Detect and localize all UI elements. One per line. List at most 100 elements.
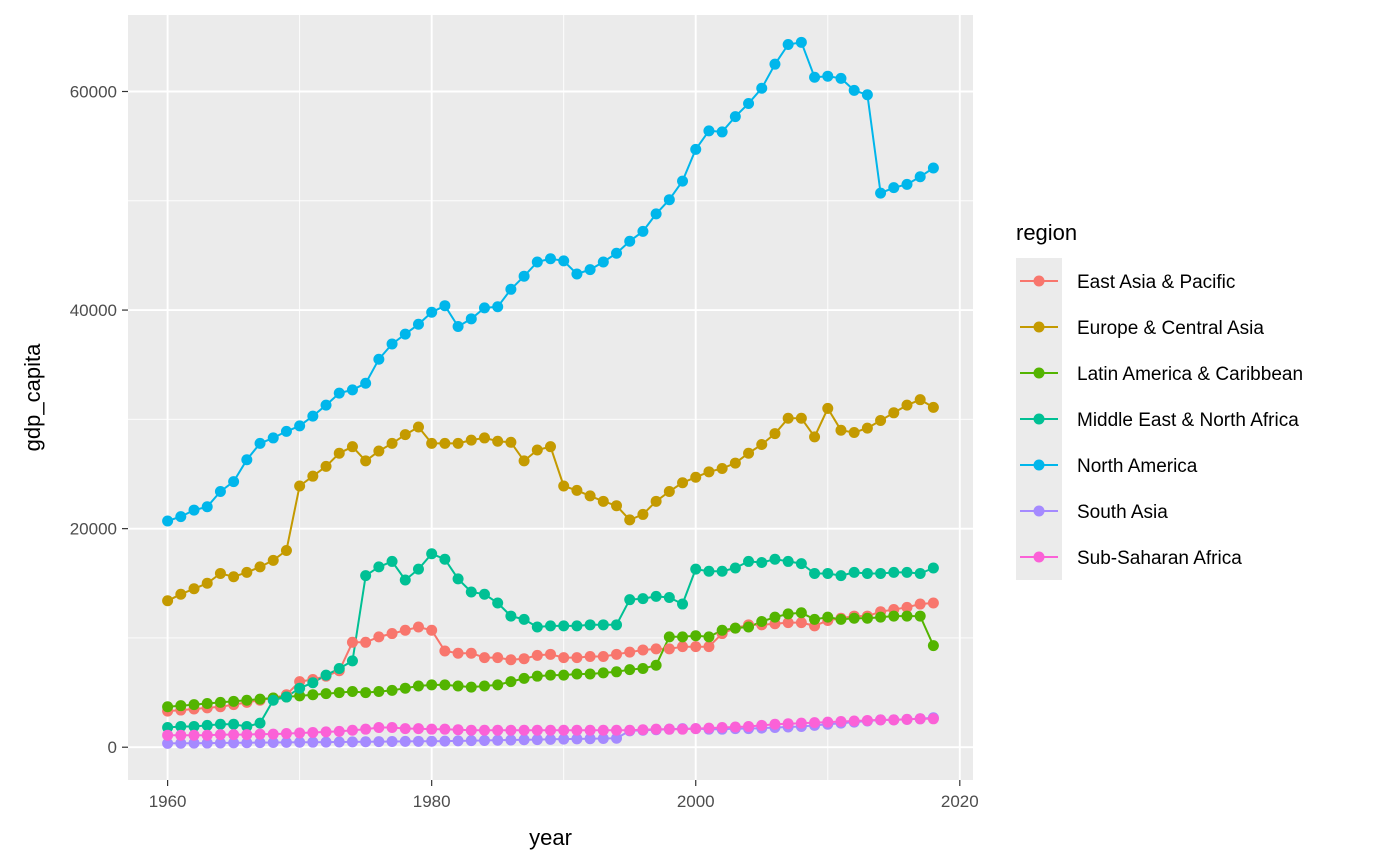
data-point: [188, 737, 200, 749]
data-point: [346, 384, 358, 396]
data-point: [465, 434, 477, 446]
data-point: [888, 566, 900, 578]
data-point: [848, 612, 860, 624]
data-point: [531, 256, 543, 268]
data-point: [307, 677, 319, 689]
data-point: [478, 432, 490, 444]
data-point: [162, 515, 174, 527]
x-tick-label: 1980: [413, 792, 451, 811]
x-tick-label: 1960: [149, 792, 187, 811]
data-point: [545, 441, 556, 453]
data-point: [611, 724, 623, 736]
data-point: [729, 721, 741, 733]
data-point: [663, 643, 675, 655]
data-point: [254, 717, 266, 729]
data-point: [597, 732, 609, 744]
data-point: [822, 70, 834, 82]
data-point: [452, 724, 464, 736]
data-point: [373, 685, 385, 697]
data-point: [861, 612, 873, 624]
data-point: [254, 437, 266, 449]
data-point: [835, 716, 847, 728]
data-point: [835, 570, 847, 582]
data-point: [756, 557, 768, 569]
data-point: [545, 669, 556, 681]
data-point: [531, 670, 543, 682]
data-point: [162, 701, 174, 713]
data-point: [518, 672, 530, 684]
data-point: [386, 628, 398, 640]
data-point: [465, 681, 477, 693]
data-point: [875, 714, 887, 726]
data-point: [875, 187, 887, 199]
data-point: [386, 736, 398, 748]
data-point: [597, 724, 609, 736]
data-point: [267, 737, 279, 749]
data-point: [822, 611, 834, 623]
data-point: [465, 735, 477, 747]
data-point: [611, 732, 623, 744]
data-point: [492, 679, 504, 691]
data-point: [320, 726, 332, 738]
legend-key-point: [1033, 321, 1045, 333]
data-point: [373, 736, 385, 748]
data-point: [188, 583, 200, 595]
legend-label: North America: [1077, 456, 1198, 477]
data-point: [360, 636, 372, 648]
data-point: [412, 723, 424, 735]
data-point: [465, 586, 477, 598]
data-point: [373, 353, 385, 365]
data-point: [703, 631, 715, 643]
data-point: [333, 663, 345, 675]
data-point: [228, 718, 240, 730]
data-point: [412, 621, 424, 633]
data-point: [188, 729, 200, 741]
data-point: [333, 736, 345, 748]
data-point: [175, 737, 187, 749]
data-point: [901, 178, 913, 190]
data-point: [624, 514, 636, 526]
data-point: [650, 495, 662, 507]
data-point: [478, 734, 490, 746]
data-point: [426, 735, 438, 747]
data-point: [201, 719, 213, 731]
data-point: [571, 620, 583, 632]
data-point: [637, 593, 649, 605]
data-point: [914, 171, 926, 183]
data-point: [769, 58, 781, 70]
data-point: [426, 437, 438, 449]
data-point: [571, 652, 583, 664]
data-point: [267, 432, 279, 444]
data-point: [386, 684, 398, 696]
data-point: [637, 644, 649, 656]
data-point: [571, 724, 583, 736]
data-point: [439, 679, 451, 691]
data-point: [346, 736, 358, 748]
data-point: [254, 561, 266, 573]
data-point: [795, 717, 807, 729]
y-tick-label: 40000: [70, 301, 117, 320]
data-point: [386, 437, 398, 449]
data-point: [571, 484, 583, 496]
data-point: [637, 724, 649, 736]
data-point: [333, 687, 345, 699]
data-point: [597, 667, 609, 679]
data-point: [611, 500, 623, 512]
data-point: [677, 723, 689, 735]
data-point: [412, 680, 424, 692]
data-point: [360, 377, 372, 389]
data-point: [426, 723, 438, 735]
data-point: [597, 495, 609, 507]
data-point: [426, 624, 438, 636]
data-point: [492, 652, 504, 664]
data-point: [782, 718, 794, 730]
data-point: [743, 621, 755, 633]
data-point: [822, 716, 834, 728]
data-point: [175, 700, 187, 712]
data-point: [241, 720, 253, 732]
data-point: [241, 566, 253, 578]
data-point: [505, 734, 517, 746]
data-point: [611, 648, 623, 660]
data-point: [439, 300, 451, 312]
data-point: [677, 477, 689, 489]
